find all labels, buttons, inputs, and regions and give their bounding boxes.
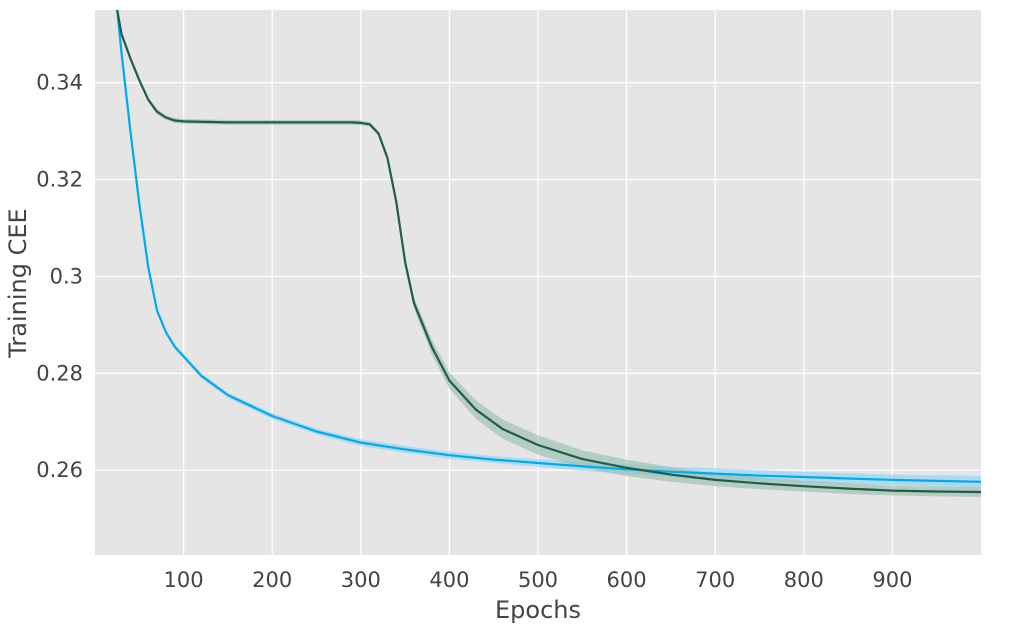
- x-gridlines: [182, 10, 894, 555]
- x-tick-labels: 100 200 300 400 500 600 700 800 900: [164, 568, 913, 592]
- x-tick-label: 800: [784, 568, 824, 592]
- x-tick-label: 500: [518, 568, 558, 592]
- y-tick-label: 0.32: [36, 168, 83, 192]
- series-2-line: [116, 10, 981, 494]
- x-axis-title: Epochs: [495, 596, 581, 624]
- y-tick-labels: 0.26 0.28 0.3 0.32 0.34: [36, 71, 83, 483]
- series-1-line: [116, 10, 981, 483]
- series-layer: [116, 10, 981, 497]
- y-tick-label: 0.26: [36, 458, 83, 482]
- y-gridlines: [95, 82, 981, 471]
- x-tick-label: 900: [872, 568, 912, 592]
- x-tick-label: 300: [341, 568, 381, 592]
- x-tick-label: 700: [695, 568, 735, 592]
- y-axis-title: Training CEE: [4, 208, 32, 358]
- x-tick-label: 100: [164, 568, 204, 592]
- y-tick-label: 0.3: [50, 264, 83, 288]
- x-tick-label: 400: [429, 568, 469, 592]
- x-tick-label: 600: [607, 568, 647, 592]
- y-tick-label: 0.28: [36, 361, 83, 385]
- y-tick-label: 0.34: [36, 71, 83, 95]
- x-tick-label: 200: [252, 568, 292, 592]
